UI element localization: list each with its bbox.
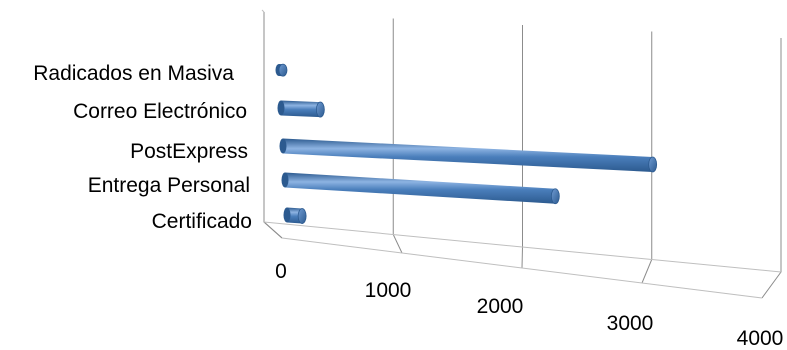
gridline-4000 — [761, 38, 782, 299]
bar-radicados-en-masiva — [275, 63, 288, 77]
category-label: Entrega Personal — [88, 174, 250, 197]
x-tick-label: 0 — [275, 260, 287, 283]
grid-layer — [261, 9, 782, 299]
frame-edge — [261, 9, 265, 13]
bar-entrega-personal — [281, 172, 560, 205]
floor-front-edge — [281, 237, 763, 299]
bar-layer — [275, 63, 658, 224]
category-label: Radicados en Masiva — [33, 62, 234, 85]
category-label: PostExpress — [130, 140, 248, 163]
x-tick-label: 1000 — [365, 279, 412, 302]
gridline-0 — [263, 12, 283, 239]
category-label: Certificado — [152, 210, 252, 233]
x-tick-label: 2000 — [477, 295, 524, 318]
floor-left-edge — [263, 221, 283, 239]
x-tick-label: 3000 — [607, 312, 654, 335]
gridline-1000 — [392, 18, 403, 254]
floor-back-edge — [263, 221, 782, 273]
label-layer: 0 1000 2000 3000 4000 Radicados en Masiva Corr… — [33, 62, 783, 350]
category-label: Correo Electrónico — [73, 100, 247, 123]
x-tick-label: 4000 — [737, 327, 784, 350]
bar-correo-electrónico — [277, 100, 325, 118]
gridline-2000 — [521, 25, 523, 269]
bar-certificado — [283, 207, 307, 224]
bar-postexpress — [279, 138, 658, 173]
